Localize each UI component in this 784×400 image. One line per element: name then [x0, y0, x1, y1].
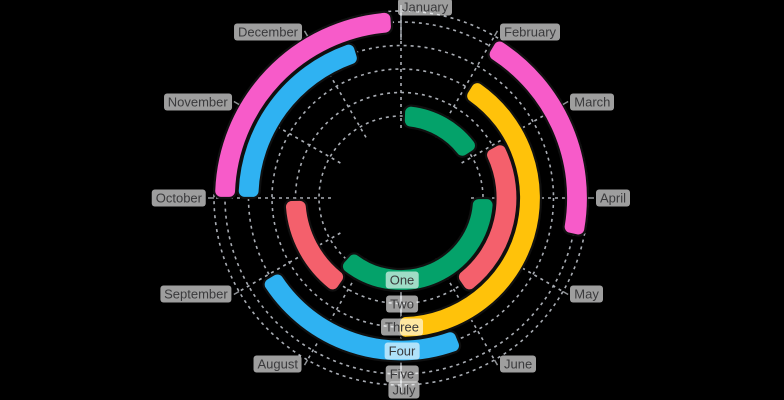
grid-spoke-september — [238, 232, 341, 293]
bar-one-green-1[interactable] — [340, 196, 495, 293]
month-tick-may — [562, 290, 569, 296]
month-tick-december — [303, 30, 309, 37]
bar-one-green-0[interactable] — [402, 104, 478, 158]
month-tick-march — [562, 100, 569, 106]
month-tick-august — [303, 359, 309, 366]
grid-spoke-november — [238, 103, 341, 164]
bar-two-red-2[interactable] — [456, 143, 519, 292]
month-tick-november — [233, 100, 240, 106]
bar-two-red-3[interactable] — [283, 198, 346, 292]
grid-spoke-august — [306, 258, 367, 361]
grid-spoke-february — [435, 35, 496, 138]
bar-five-pink-8[interactable] — [213, 10, 394, 200]
bar-four-blue-6[interactable] — [236, 42, 360, 200]
month-tick-september — [233, 290, 240, 296]
month-tick-february — [493, 30, 499, 37]
grid-spoke-december — [306, 35, 367, 138]
bar-five-pink-7[interactable] — [487, 39, 590, 237]
bar-four-blue-5[interactable] — [262, 272, 462, 363]
month-tick-june — [493, 359, 499, 366]
